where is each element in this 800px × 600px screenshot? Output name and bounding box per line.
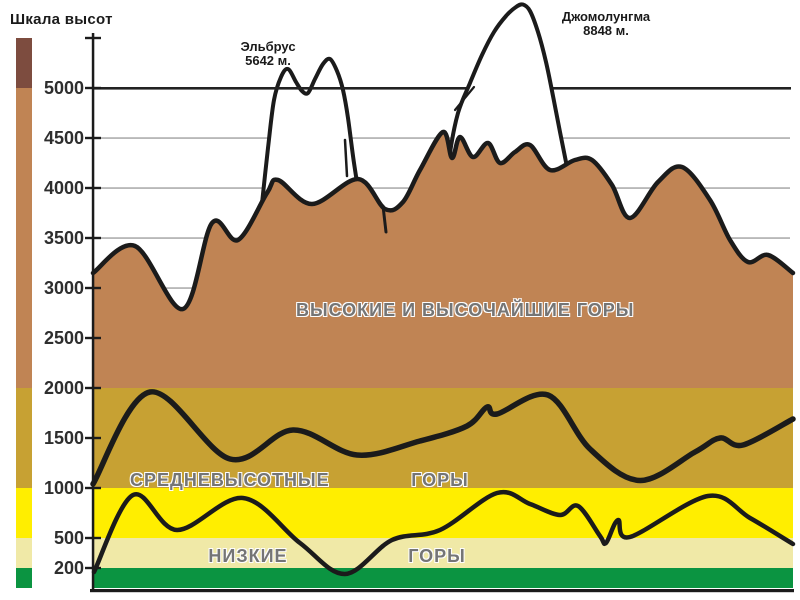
scale-bar-segment [16, 388, 32, 488]
x-base-line [90, 589, 794, 593]
scale-bar-segment [16, 88, 32, 388]
crevice-line [381, 204, 388, 234]
high-mountains-fill [93, 131, 793, 389]
zone-label-mid-mountains-2: ГОРЫ [411, 470, 469, 490]
axis-tick-label: 1500 [43, 428, 84, 448]
elbrus-label: Эльбрус 5642 м. [203, 40, 333, 68]
axis-tick-label: 3500 [43, 228, 84, 248]
scale-bar-segment [16, 538, 32, 568]
elbrus-elevation: 5642 м. [245, 52, 291, 68]
everest-elevation: 8848 м. [583, 22, 629, 38]
axis-tick [85, 536, 101, 540]
axis-tick-label: 2500 [43, 328, 84, 348]
scale-bar-segment [16, 38, 32, 88]
axis-tick [85, 286, 101, 290]
axis-tick [85, 566, 101, 570]
zone-label-low-mountains: НИЗКИЕ [208, 546, 288, 566]
elbrus-couloir-line [343, 138, 349, 178]
elbrus-name: Эльбрус [240, 39, 296, 54]
zone-label-low-mountains-2: ГОРЫ [408, 546, 466, 566]
axis-tick [85, 386, 101, 390]
scale-bar-segment [16, 488, 32, 538]
zone-label-mid-mountains: СРЕДНЕВЫСОТНЫЕ [130, 470, 330, 490]
everest-couloir-line [453, 85, 476, 112]
y-axis [85, 33, 794, 593]
axis-tick [85, 86, 101, 90]
axis-tick [85, 136, 101, 140]
mid-mountains-profile-line [90, 389, 796, 487]
scale-bar-segment [16, 568, 32, 588]
axis-tick-label: 4000 [43, 178, 84, 198]
axis-tick-label: 1000 [43, 478, 84, 498]
axis-tick [85, 236, 101, 240]
axis-tick-label: 500 [53, 528, 84, 548]
y-axis-line [91, 33, 95, 592]
axis-tick-label: 2000 [43, 378, 84, 398]
everest-label: Джомолунгма 8848 м. [541, 10, 671, 38]
axis-tick [85, 36, 101, 40]
5000m-bold-line [93, 87, 791, 90]
axis-tick-label: 200 [53, 558, 84, 578]
band [93, 568, 793, 588]
band [93, 388, 793, 488]
everest-name: Джомолунгма [561, 9, 651, 24]
high-mountains-silhouette [90, 129, 796, 389]
axis-tick-label: 5000 [43, 78, 84, 98]
axis-tick [85, 336, 101, 340]
low-mountains-profile-line [91, 489, 796, 577]
axis-tick-label: 3000 [43, 278, 84, 298]
elevation-scale-bar [16, 38, 32, 588]
axis-tick [85, 486, 101, 490]
axis-tick [85, 186, 101, 190]
axis-tick-label: 4500 [43, 128, 84, 148]
scale-title: Шкала высот [10, 11, 113, 28]
zone-label-high-mountains: ВЫСОКИЕ И ВЫСОЧАЙШИЕ ГОРЫ [296, 300, 635, 320]
band [93, 538, 793, 568]
axis-tick [85, 436, 101, 440]
high-mountains-outline [90, 129, 796, 312]
